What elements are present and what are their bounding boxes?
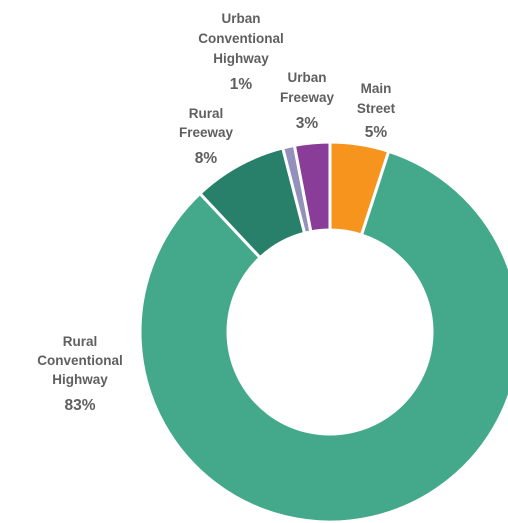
- label-rural-freeway: Rural Freeway 8%: [179, 106, 234, 167]
- slice-urban-freeway: [292, 140, 332, 234]
- label-urban-freeway-value: 3%: [296, 115, 319, 132]
- label-rural-freeway-line1: Rural: [189, 106, 224, 121]
- label-rural-conventional-highway-line3: Highway: [52, 372, 108, 387]
- label-urban-conventional-highway-line1: Urban: [221, 11, 260, 26]
- label-rural-freeway-value: 8%: [195, 150, 218, 167]
- label-urban-freeway-line1: Urban: [287, 70, 326, 85]
- label-urban-conventional-highway-line2: Conventional: [198, 31, 284, 46]
- label-urban-conventional-highway-line3: Highway: [213, 51, 269, 66]
- label-main-street: Main Street 5%: [357, 81, 396, 141]
- label-main-street-line2: Street: [357, 101, 396, 116]
- label-rural-conventional-highway-line2: Conventional: [37, 353, 123, 368]
- slice-rural-conventional-highway: [138, 149, 508, 523]
- label-urban-freeway: Urban Freeway 3%: [280, 70, 335, 132]
- label-rural-conventional-highway-value: 83%: [64, 397, 95, 414]
- donut-slices: [138, 140, 508, 523]
- label-urban-conventional-highway-value: 1%: [230, 76, 253, 93]
- label-rural-conventional-highway-line1: Rural: [63, 334, 98, 349]
- label-main-street-line1: Main: [361, 81, 392, 96]
- label-rural-freeway-line2: Freeway: [179, 125, 234, 140]
- label-main-street-value: 5%: [365, 124, 388, 141]
- label-rural-conventional-highway: Rural Conventional Highway 83%: [37, 334, 123, 414]
- label-urban-conventional-highway: Urban Conventional Highway 1%: [198, 11, 284, 93]
- label-urban-freeway-line2: Freeway: [280, 90, 335, 105]
